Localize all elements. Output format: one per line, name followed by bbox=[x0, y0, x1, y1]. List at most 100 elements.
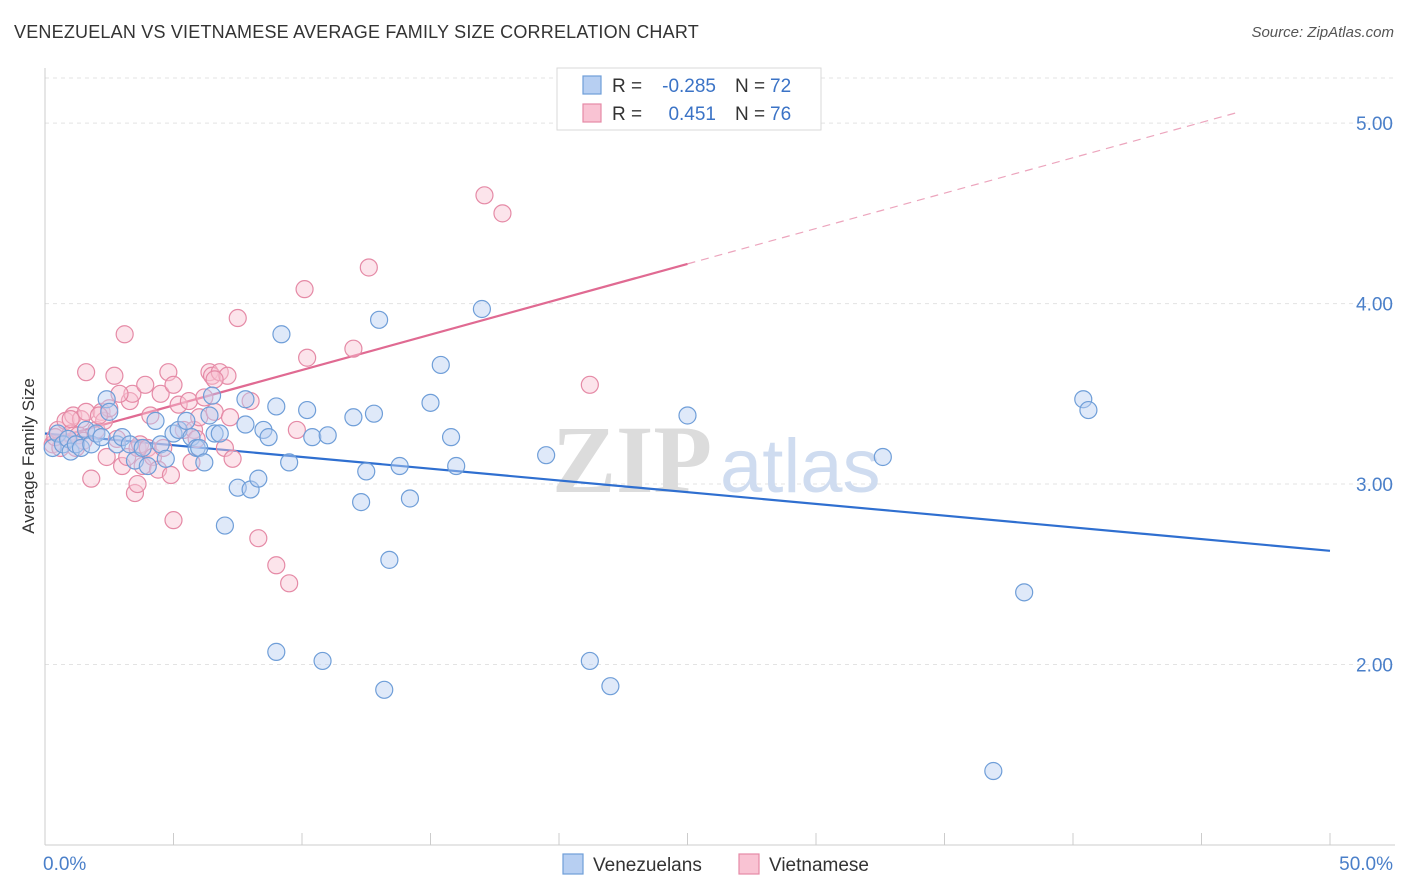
point-venezuelans bbox=[210, 424, 229, 443]
point-venezuelans bbox=[156, 449, 175, 468]
point-vietnamese bbox=[220, 408, 240, 427]
legend-r-label-venezuelans: R = bbox=[612, 76, 642, 97]
chart-title: VENEZUELAN VS VIETNAMESE AVERAGE FAMILY … bbox=[14, 22, 699, 42]
legend-label-venezuelans: Venezuelans bbox=[593, 855, 702, 876]
legend-swatch-venezuelans-bottom bbox=[562, 853, 584, 875]
point-venezuelans bbox=[303, 428, 322, 447]
point-vietnamese bbox=[169, 395, 188, 414]
point-vietnamese bbox=[161, 465, 181, 485]
point-venezuelans bbox=[215, 516, 234, 535]
point-venezuelans bbox=[82, 435, 101, 454]
point-venezuelans bbox=[77, 420, 96, 440]
point-venezuelans bbox=[259, 428, 278, 447]
point-vietnamese bbox=[89, 406, 109, 425]
point-vietnamese bbox=[267, 556, 286, 575]
trend-lines bbox=[44, 111, 1331, 552]
point-venezuelans bbox=[984, 761, 1003, 781]
trend-line-venezuelans bbox=[44, 432, 1331, 552]
point-venezuelans bbox=[421, 393, 440, 412]
point-vietnamese bbox=[82, 469, 101, 488]
point-venezuelans bbox=[48, 424, 67, 443]
point-vietnamese bbox=[123, 384, 142, 403]
point-venezuelans bbox=[267, 642, 286, 661]
point-venezuelans bbox=[678, 406, 697, 425]
point-venezuelans bbox=[236, 390, 255, 409]
tick-labels: 2.00 3.00 4.00 5.00 0.0% 50.0% bbox=[43, 114, 1393, 875]
y-tick-label: 5.00 bbox=[1356, 114, 1393, 135]
point-venezuelans bbox=[133, 438, 152, 458]
point-venezuelans bbox=[298, 400, 317, 420]
series-legend: Venezuelans Vietnamese bbox=[562, 853, 869, 876]
legend-label-vietnamese: Vietnamese bbox=[769, 855, 869, 876]
point-vietnamese bbox=[97, 447, 116, 467]
point-venezuelans bbox=[195, 453, 214, 472]
point-venezuelans bbox=[390, 456, 409, 476]
point-venezuelans bbox=[267, 397, 286, 416]
point-vietnamese bbox=[179, 391, 199, 411]
y-tick-label: 3.00 bbox=[1356, 475, 1393, 496]
point-vietnamese bbox=[151, 384, 170, 403]
point-venezuelans bbox=[146, 411, 165, 430]
point-venezuelans bbox=[177, 411, 196, 430]
point-vietnamese bbox=[359, 258, 378, 277]
source-credit: Source: ZipAtlas.com bbox=[1251, 24, 1394, 41]
point-venezuelans bbox=[873, 447, 892, 467]
legend-r-label-vietnamese: R = bbox=[612, 104, 642, 125]
point-vietnamese bbox=[287, 420, 306, 440]
point-venezuelans bbox=[280, 453, 299, 472]
y-tick-label: 4.00 bbox=[1356, 295, 1393, 316]
legend-n-value-venezuelans: 72 bbox=[770, 76, 791, 97]
watermark: ZIP atlas bbox=[552, 406, 881, 513]
point-vietnamese bbox=[128, 474, 147, 494]
point-vietnamese bbox=[298, 348, 317, 367]
point-vietnamese bbox=[223, 449, 242, 468]
point-vietnamese bbox=[61, 409, 80, 429]
point-vietnamese bbox=[164, 375, 183, 394]
point-vietnamese bbox=[580, 375, 599, 394]
point-venezuelans bbox=[580, 651, 599, 671]
point-venezuelans bbox=[249, 469, 268, 488]
legend-swatch-venezuelans bbox=[582, 75, 602, 95]
point-vietnamese bbox=[475, 186, 494, 205]
point-vietnamese bbox=[120, 391, 139, 411]
point-vietnamese bbox=[164, 511, 183, 530]
point-venezuelans bbox=[318, 426, 337, 445]
point-vietnamese bbox=[115, 325, 134, 344]
point-venezuelans bbox=[357, 462, 376, 481]
point-venezuelans bbox=[344, 408, 363, 427]
point-venezuelans bbox=[92, 428, 111, 447]
legend-swatch-vietnamese-bottom bbox=[738, 853, 760, 875]
point-venezuelans bbox=[112, 428, 132, 447]
legend-n-label-venezuelans: N = bbox=[735, 76, 765, 97]
point-vietnamese bbox=[344, 339, 363, 358]
point-vietnamese bbox=[182, 453, 201, 472]
point-venezuelans bbox=[431, 355, 450, 375]
x-tick-label-end: 50.0% bbox=[1339, 854, 1393, 875]
point-venezuelans bbox=[400, 489, 420, 508]
point-venezuelans bbox=[53, 435, 73, 454]
y-axis-title: Average Family Size bbox=[19, 378, 38, 534]
legend-n-label-vietnamese: N = bbox=[735, 104, 765, 125]
point-venezuelans bbox=[205, 424, 224, 443]
point-vietnamese bbox=[228, 308, 247, 328]
point-venezuelans bbox=[236, 415, 255, 434]
point-venezuelans bbox=[272, 325, 291, 344]
point-vietnamese bbox=[295, 280, 314, 299]
point-venezuelans bbox=[472, 299, 491, 319]
trend-line-vietnamese bbox=[44, 262, 688, 442]
point-venezuelans bbox=[441, 428, 461, 447]
point-venezuelans bbox=[1015, 583, 1034, 602]
point-venezuelans bbox=[200, 406, 219, 425]
trend-line-extension-vietnamese bbox=[687, 111, 1241, 265]
point-venezuelans bbox=[601, 677, 620, 696]
point-venezuelans bbox=[190, 438, 209, 458]
point-vietnamese bbox=[141, 406, 160, 425]
legend-n-value-vietnamese: 76 bbox=[770, 104, 791, 125]
point-vietnamese bbox=[77, 363, 96, 382]
y-tick-label: 2.00 bbox=[1356, 656, 1393, 677]
point-venezuelans bbox=[352, 493, 371, 512]
x-tick-label-start: 0.0% bbox=[43, 854, 86, 875]
legend-r-value-venezuelans: -0.285 bbox=[662, 76, 716, 97]
legend-swatch-vietnamese bbox=[582, 103, 602, 123]
